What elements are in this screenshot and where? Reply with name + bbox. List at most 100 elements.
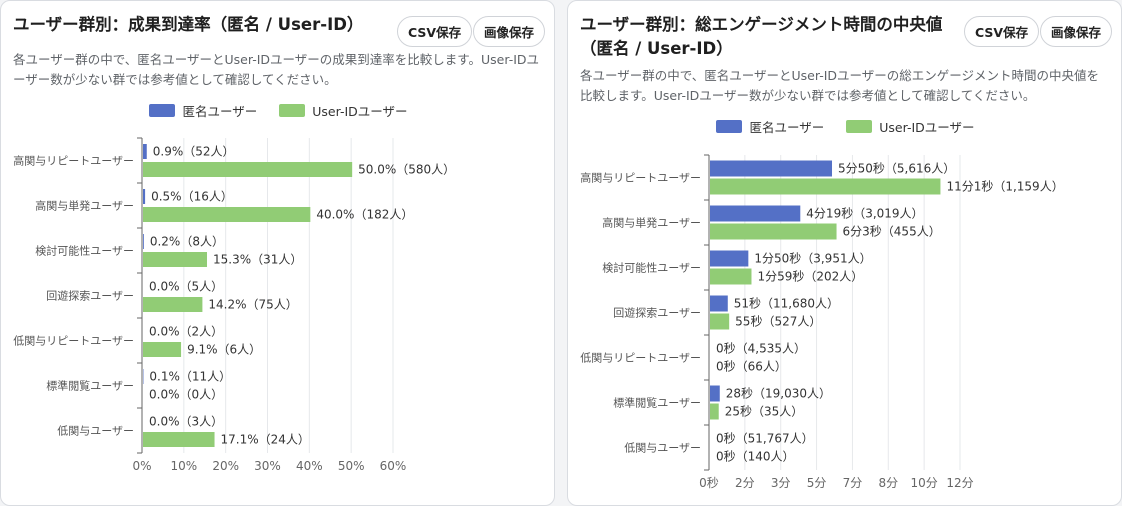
bar-userid bbox=[143, 252, 208, 267]
chart-card-conversion-rate: ユーザー群別：成果到達率（匿名 / User-ID） CSV保存 画像保存 各ユ… bbox=[0, 0, 555, 506]
legend-swatch-anonymous bbox=[149, 104, 176, 117]
data-label: 9.1%（6人） bbox=[187, 343, 261, 357]
bar-anonymous bbox=[710, 205, 801, 222]
data-label: 55秒（527人） bbox=[735, 315, 821, 329]
data-label: 1分50秒（3,951人） bbox=[754, 252, 871, 266]
data-label: 0.2%（8人） bbox=[150, 235, 224, 249]
data-label: 14.2%（75人） bbox=[208, 298, 297, 312]
csv-save-button[interactable]: CSV保存 bbox=[397, 16, 473, 47]
bar-anonymous bbox=[143, 144, 147, 159]
data-label: 0.0%（5人） bbox=[149, 280, 223, 294]
bar-anonymous bbox=[710, 385, 720, 402]
data-label: 0.0%（2人） bbox=[149, 325, 223, 339]
data-label: 1分59秒（202人） bbox=[757, 270, 863, 284]
x-tick-label: 40% bbox=[296, 459, 323, 473]
x-tick-label: 0% bbox=[132, 459, 151, 473]
image-save-button[interactable]: 画像保存 bbox=[1040, 16, 1113, 47]
x-tick-label: 7分 bbox=[843, 476, 863, 490]
bar-userid bbox=[710, 313, 730, 330]
legend-label-userid: User-IDユーザー bbox=[312, 104, 408, 119]
x-tick-label: 8分 bbox=[878, 476, 898, 490]
legend-item-anonymous[interactable]: 匿名ユーザー bbox=[716, 117, 824, 136]
legend-item-userid[interactable]: User-IDユーザー bbox=[846, 117, 975, 136]
y-category-label: 標準閲覧ユーザー bbox=[613, 396, 701, 410]
x-tick-label: 5分 bbox=[807, 476, 827, 490]
bar-anonymous bbox=[710, 250, 749, 267]
data-label: 50.0%（580人） bbox=[358, 163, 455, 177]
chart-legend[interactable]: 匿名ユーザー User-IDユーザー bbox=[568, 117, 1121, 136]
data-label: 28秒（19,030人） bbox=[726, 387, 831, 401]
bar-anonymous bbox=[710, 295, 728, 312]
legend-swatch-anonymous bbox=[716, 120, 743, 133]
data-label: 0秒（140人） bbox=[716, 450, 795, 464]
bar-userid bbox=[710, 403, 719, 420]
y-category-label: 低関与リピートユーザー bbox=[580, 352, 701, 365]
legend-item-userid[interactable]: User-IDユーザー bbox=[279, 101, 408, 120]
bar-anonymous bbox=[143, 189, 146, 204]
y-category-label: 高関与単発ユーザー bbox=[35, 199, 134, 213]
card-description: 各ユーザー群の中で、匿名ユーザーとUser-IDユーザーの成果到達率を比較します… bbox=[13, 52, 540, 87]
y-category-label: 標準閲覧ユーザー bbox=[46, 379, 134, 393]
legend-item-anonymous[interactable]: 匿名ユーザー bbox=[149, 101, 257, 120]
bar-userid bbox=[710, 268, 752, 285]
card-title: ユーザー群別：成果到達率（匿名 / User-ID） bbox=[13, 15, 364, 34]
bar-anonymous bbox=[710, 160, 833, 177]
image-save-button[interactable]: 画像保存 bbox=[473, 16, 546, 47]
x-tick-label: 12分 bbox=[946, 476, 973, 490]
bar-userid bbox=[143, 162, 353, 177]
data-label: 0秒（4,535人） bbox=[716, 342, 806, 356]
x-tick-label: 2分 bbox=[735, 476, 755, 490]
data-label: 25秒（35人） bbox=[725, 405, 804, 419]
y-category-label: 回遊探索ユーザー bbox=[613, 306, 701, 320]
legend-swatch-userid bbox=[279, 104, 306, 117]
bar-userid bbox=[143, 342, 182, 357]
x-tick-label: 50% bbox=[338, 459, 365, 473]
legend-label-userid: User-IDユーザー bbox=[879, 120, 975, 135]
data-label: 0.0%（3人） bbox=[149, 415, 223, 429]
bar-userid bbox=[143, 432, 215, 447]
data-label: 6分3秒（455人） bbox=[843, 225, 941, 239]
bar-userid bbox=[143, 207, 311, 222]
y-category-label: 検討可能性ユーザー bbox=[35, 244, 134, 258]
legend-label-anonymous: 匿名ユーザー bbox=[749, 120, 825, 135]
data-label: 0秒（51,767人） bbox=[716, 432, 814, 446]
x-tick-label: 0秒 bbox=[699, 476, 719, 490]
data-label: 11分1秒（1,159人） bbox=[946, 180, 1063, 194]
legend-swatch-userid bbox=[846, 120, 873, 133]
data-label: 5分50秒（5,616人） bbox=[838, 162, 955, 176]
data-label: 0.1%（11人） bbox=[149, 370, 231, 384]
chart-card-engagement-time: ユーザー群別：総エンゲージメント時間の中央値（匿名 / User-ID） CSV… bbox=[567, 0, 1122, 506]
y-category-label: 高関与リピートユーザー bbox=[13, 154, 134, 168]
bar-anonymous bbox=[143, 234, 144, 249]
card-title: ユーザー群別：総エンゲージメント時間の中央値（匿名 / User-ID） bbox=[580, 15, 943, 58]
data-label: 4分19秒（3,019人） bbox=[806, 207, 923, 221]
bar-userid bbox=[143, 297, 203, 312]
data-label: 15.3%（31人） bbox=[213, 253, 302, 267]
y-category-label: 高関与単発ユーザー bbox=[602, 216, 701, 230]
x-tick-label: 10% bbox=[170, 459, 197, 473]
y-category-label: 低関与ユーザー bbox=[624, 442, 701, 455]
y-category-label: 回遊探索ユーザー bbox=[46, 289, 134, 303]
csv-save-button[interactable]: CSV保存 bbox=[964, 16, 1040, 47]
x-tick-label: 60% bbox=[380, 459, 407, 473]
data-label: 0秒（66人） bbox=[716, 360, 787, 374]
data-label: 17.1%（24人） bbox=[221, 433, 310, 447]
y-category-label: 検討可能性ユーザー bbox=[602, 261, 701, 275]
legend-label-anonymous: 匿名ユーザー bbox=[182, 104, 258, 119]
data-label: 0.0%（0人） bbox=[149, 388, 223, 402]
bar-chart-engagement-time: 0秒 2分 3分 5分 7分 8分 10分 12分 高関与リピートユーザー 5分50秒（5,616… bbox=[580, 154, 1064, 490]
bar-userid bbox=[710, 178, 941, 195]
data-label: 0.5%（16人） bbox=[151, 190, 233, 204]
x-tick-label: 30% bbox=[254, 459, 281, 473]
data-label: 40.0%（182人） bbox=[316, 208, 413, 222]
data-label: 0.9%（52人） bbox=[153, 145, 235, 159]
y-category-label: 低関与ユーザー bbox=[57, 425, 134, 438]
bar-userid bbox=[710, 223, 837, 240]
card-description: 各ユーザー群の中で、匿名ユーザーとUser-IDユーザーの総エンゲージメント時間… bbox=[580, 68, 1100, 103]
x-tick-label: 10分 bbox=[911, 476, 938, 490]
bar-chart-conversion-rate: 0% 10% 20% 30% 40% 50% 60% 高関与リピートユーザー 0.9%（52人）… bbox=[13, 137, 455, 473]
y-category-label: 高関与リピートユーザー bbox=[580, 171, 701, 185]
y-category-label: 低関与リピートユーザー bbox=[13, 335, 134, 348]
chart-legend[interactable]: 匿名ユーザー User-IDユーザー bbox=[1, 101, 554, 120]
x-tick-label: 3分 bbox=[771, 476, 791, 490]
